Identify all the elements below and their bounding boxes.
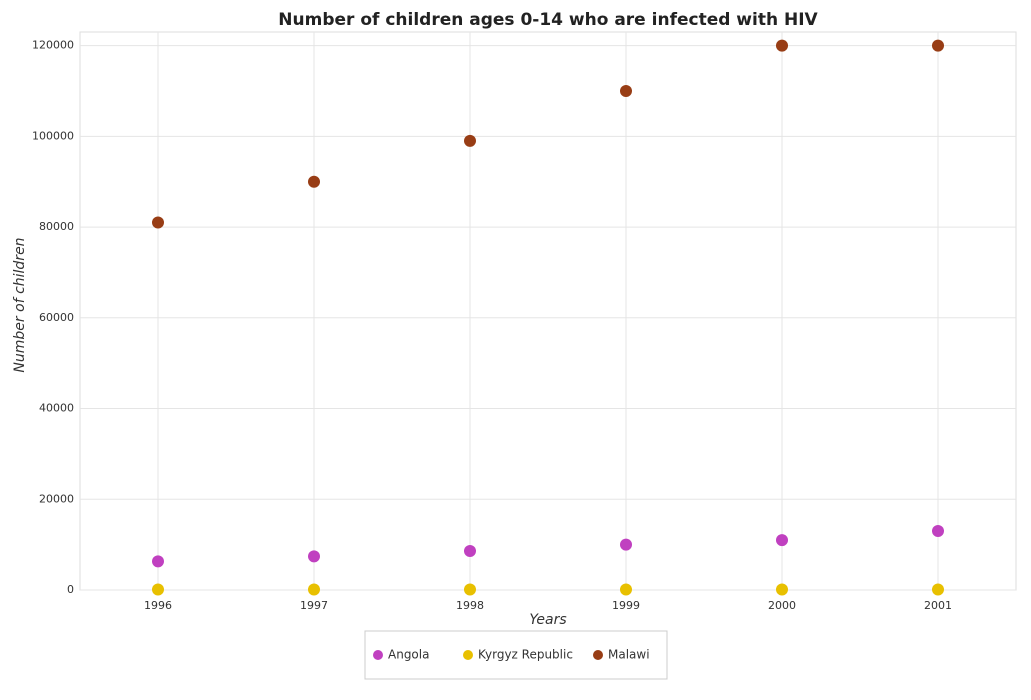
point [308,550,320,563]
y-tick-label: 100000 [32,129,74,142]
x-tick-label: 1996 [144,599,172,612]
point [152,555,164,568]
x-tick-label: 2001 [924,599,952,612]
point [152,216,164,229]
y-tick-label: 20000 [39,492,74,505]
legend-marker [593,650,603,660]
legend-box [364,630,668,680]
point [308,583,320,596]
y-axis-title: Number of children [12,237,28,372]
point [620,583,632,596]
legend-label: Malawi [608,648,650,662]
point [932,583,944,596]
legend-label: Kyrgyz Republic [478,648,573,662]
point [776,39,788,52]
point [464,544,476,557]
point [776,583,788,596]
point [464,583,476,596]
point [620,84,632,97]
point [152,583,164,596]
legend-marker [463,650,473,660]
x-tick-label: 1997 [300,599,328,612]
y-tick-label: 80000 [39,220,74,233]
point [308,175,320,188]
legend-marker [373,650,383,660]
x-tick-label: 2000 [768,599,796,612]
point [932,525,944,538]
y-tick-label: 120000 [32,39,74,52]
chart-title: Number of children ages 0-14 who are inf… [278,10,818,30]
legend-label: Angola [388,648,429,662]
x-axis-title: Years [529,612,566,628]
y-tick-label: 0 [67,583,74,596]
point [620,538,632,551]
point [464,134,476,147]
point [776,534,788,547]
y-tick-label: 60000 [39,311,74,324]
y-tick-label: 40000 [39,402,74,415]
x-tick-label: 1998 [456,599,484,612]
x-tick-label: 1999 [612,599,640,612]
point [932,39,944,52]
